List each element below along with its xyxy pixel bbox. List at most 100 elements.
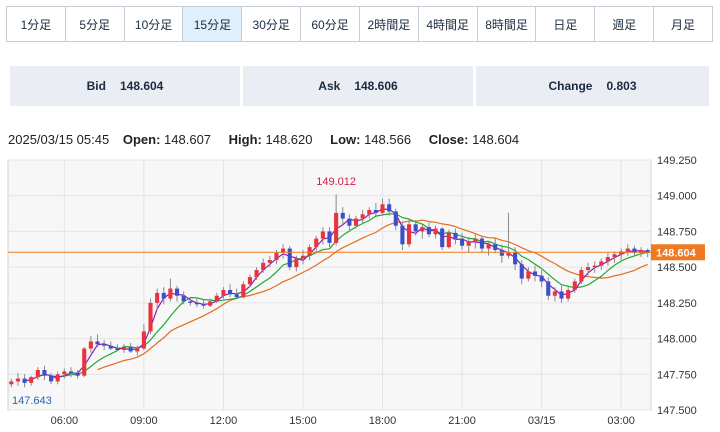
candle-body bbox=[406, 224, 412, 245]
tab-8hour[interactable]: 8時間足 bbox=[478, 7, 537, 41]
candle-body bbox=[645, 250, 650, 253]
candle-body bbox=[55, 374, 60, 382]
min-price-label: 147.643 bbox=[12, 395, 52, 407]
candle-body bbox=[221, 290, 226, 296]
candle-body bbox=[426, 227, 431, 235]
tab-monthly[interactable]: 月足 bbox=[671, 17, 696, 32]
candle-body bbox=[320, 231, 325, 239]
candle-body bbox=[585, 267, 591, 270]
candle-body bbox=[168, 288, 173, 299]
candle-body bbox=[214, 295, 219, 302]
x-tick-label: 03/15 bbox=[528, 415, 556, 427]
candle-body bbox=[612, 254, 617, 258]
tab-weekly[interactable]: 週足 bbox=[595, 7, 655, 41]
candle-body bbox=[300, 255, 306, 259]
candle-body bbox=[274, 252, 279, 260]
candle-body bbox=[148, 302, 153, 332]
candle-body bbox=[579, 270, 584, 282]
candle-body bbox=[68, 371, 74, 373]
candle-body bbox=[413, 224, 418, 232]
candlestick-chart[interactable]: 149.250 149.000 148.750 148.500 148.250 148.0… bbox=[0, 150, 720, 432]
candle-body bbox=[566, 290, 571, 299]
tab-5min[interactable]: 5分足 bbox=[66, 7, 125, 41]
candle-body bbox=[387, 204, 392, 212]
candle-body bbox=[9, 381, 14, 385]
candle-body bbox=[35, 370, 40, 378]
candle-body bbox=[62, 371, 67, 375]
moving-average-line bbox=[51, 213, 648, 379]
candle-body bbox=[95, 341, 100, 345]
current-price-tag bbox=[651, 244, 705, 261]
high-value: 148.620 bbox=[265, 132, 313, 147]
candle-body bbox=[102, 344, 107, 346]
bid-panel: Bid 148.604 bbox=[10, 66, 240, 106]
candle-body bbox=[340, 212, 345, 219]
candle-body bbox=[433, 228, 438, 235]
candle-body bbox=[526, 271, 531, 279]
candle-body bbox=[234, 294, 239, 298]
ask-label: Ask bbox=[318, 79, 341, 93]
candle-body bbox=[88, 341, 93, 349]
current-price-label: 148.604 bbox=[656, 247, 697, 259]
candle-body bbox=[194, 302, 199, 305]
x-tick-label: 15:00 bbox=[289, 415, 317, 427]
candle-body bbox=[49, 375, 54, 382]
open-label: Open: bbox=[122, 132, 161, 147]
candle-body bbox=[539, 275, 544, 282]
candle-body bbox=[261, 262, 266, 270]
candle-body bbox=[466, 241, 471, 246]
candle-body bbox=[493, 244, 498, 250]
candle-body bbox=[632, 248, 637, 253]
tab-15min[interactable]: 15分足 bbox=[183, 7, 243, 41]
candle-body bbox=[22, 378, 27, 383]
bid-value: 148.604 bbox=[119, 79, 164, 93]
candle-body bbox=[42, 370, 47, 376]
tab-60min[interactable]: 60分足 bbox=[301, 7, 360, 41]
y-tick-label: 148.250 bbox=[657, 298, 697, 310]
timeframe-tabs: 1分足 5分足 10分足 15分足 30分足 60分足 2時間足 4時間足 8時… bbox=[6, 6, 713, 42]
candle-body bbox=[121, 347, 127, 350]
tab-daily[interactable]: 日足 bbox=[536, 7, 596, 41]
candle-body bbox=[15, 378, 20, 382]
candle-body bbox=[141, 331, 146, 349]
candle-body bbox=[625, 248, 630, 252]
candle-body bbox=[479, 238, 485, 249]
candle-body bbox=[373, 210, 378, 213]
candle-body bbox=[572, 281, 577, 290]
tab-4hour[interactable]: 4時間足 bbox=[419, 7, 478, 41]
y-tick-label: 148.750 bbox=[657, 226, 697, 238]
candle-body bbox=[155, 292, 160, 303]
candle-body bbox=[532, 271, 538, 276]
candle-body bbox=[75, 372, 80, 376]
tab-1min[interactable]: 1分足 bbox=[7, 7, 66, 41]
candle-body bbox=[128, 347, 133, 352]
change-label: Change bbox=[548, 79, 593, 93]
moving-average-line bbox=[97, 219, 648, 371]
close-value: 148.604 bbox=[472, 132, 520, 147]
ohlc-readout: 2025/03/15 05:45 Open: 148.607 High: 148… bbox=[8, 132, 519, 147]
candle-body bbox=[174, 288, 180, 296]
ask-panel: Ask 148.606 bbox=[243, 66, 473, 106]
bid-label: Bid bbox=[86, 79, 106, 93]
candle-body bbox=[29, 377, 34, 383]
candle-body bbox=[599, 261, 604, 266]
tab-30min[interactable]: 30分足 bbox=[242, 7, 302, 41]
candle-body bbox=[287, 248, 292, 268]
candle-body bbox=[460, 238, 465, 246]
plot-area bbox=[7, 159, 652, 411]
close-label: Close: bbox=[428, 132, 469, 147]
candle-body bbox=[353, 218, 359, 226]
candle-body bbox=[639, 250, 644, 253]
candle-body bbox=[115, 348, 120, 350]
tab-10min[interactable]: 10分足 bbox=[125, 7, 184, 41]
candle-body bbox=[519, 264, 524, 279]
candle-body bbox=[254, 270, 259, 278]
candle-body bbox=[267, 260, 272, 263]
change-panel: Change 0.803 bbox=[476, 66, 709, 106]
candle-body bbox=[513, 252, 518, 265]
tab-2hour[interactable]: 2時間足 bbox=[360, 7, 419, 41]
candle-body bbox=[347, 218, 352, 226]
open-value: 148.607 bbox=[164, 132, 212, 147]
candle-body bbox=[327, 231, 332, 243]
y-tick-label: 148.500 bbox=[657, 262, 697, 274]
